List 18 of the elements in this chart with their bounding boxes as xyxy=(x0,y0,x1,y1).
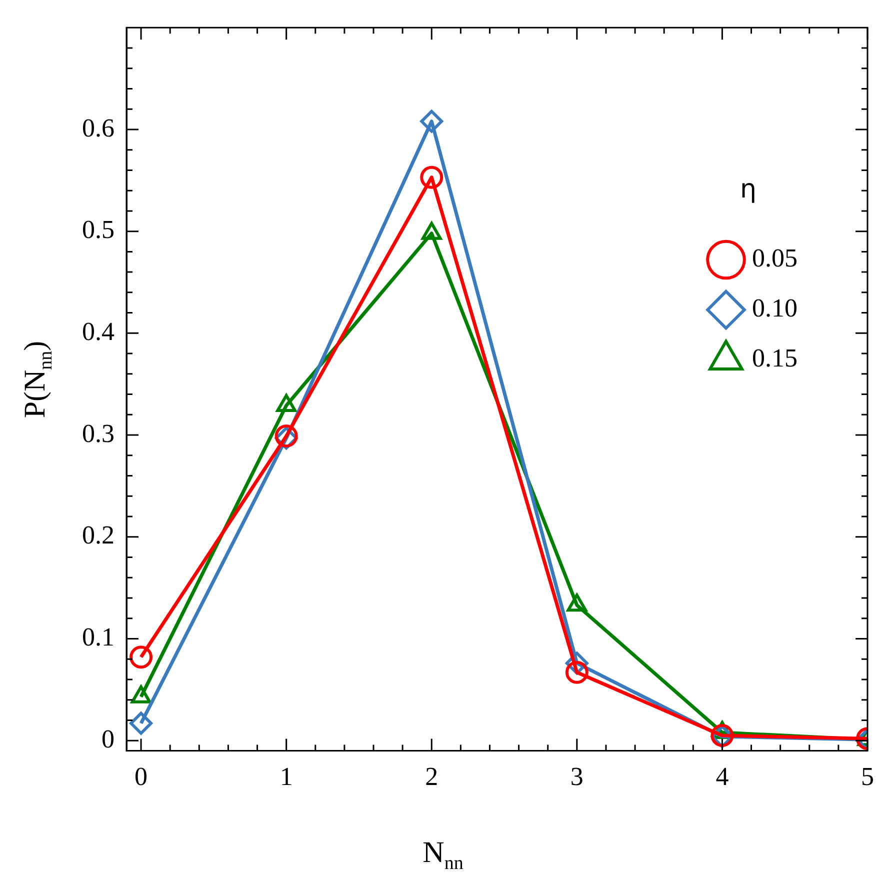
x-tick-label: 0 xyxy=(134,762,148,792)
legend-label: 0.05 xyxy=(752,244,798,273)
legend-label: 0.15 xyxy=(752,344,798,373)
y-tick-label: 0 xyxy=(102,724,114,754)
y-tick-label: 0.5 xyxy=(82,215,114,244)
x-tick-label: 1 xyxy=(280,762,293,792)
y-tick-label: 0.6 xyxy=(82,113,114,142)
x-tick-label: 2 xyxy=(425,762,438,792)
x-tick-label: 3 xyxy=(570,762,584,792)
x-axis-title: N$_{nn}$ xyxy=(422,836,464,875)
x-tick-label: 5 xyxy=(861,762,874,792)
y-tick-label: 0.4 xyxy=(82,317,114,346)
legend-label: 0.10 xyxy=(752,294,798,323)
y-tick-label: 0.2 xyxy=(82,520,114,550)
y-tick-label: 0.1 xyxy=(82,622,114,652)
legend-title: η xyxy=(740,174,756,204)
y-tick-label: 0.3 xyxy=(82,418,114,448)
x-tick-label: 4 xyxy=(716,762,729,792)
